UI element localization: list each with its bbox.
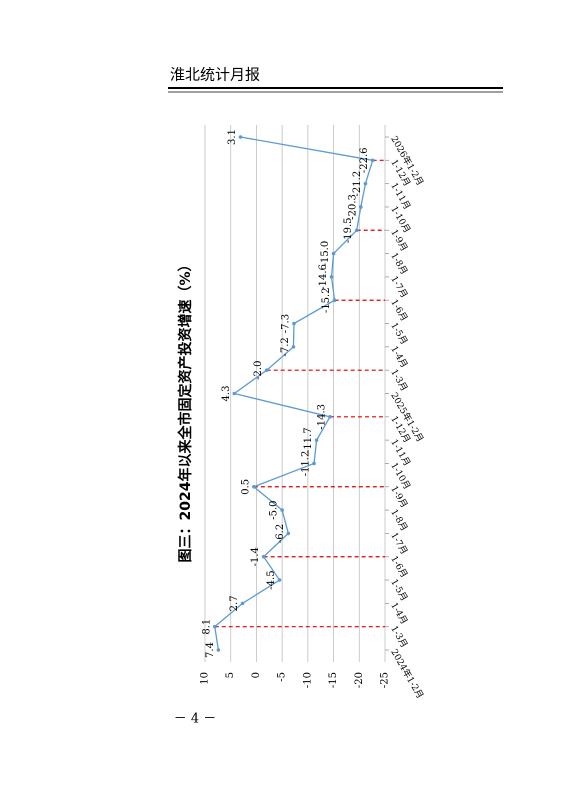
data-point <box>359 205 363 209</box>
y-tick-label: 0 <box>251 672 262 678</box>
data-label: -1.4 <box>250 547 261 566</box>
data-label: -2.0 <box>253 361 264 380</box>
chart: 10 5 0 -5 -10 -15 -20 -252024年1-2月1-3月1-4月1-5月1… <box>200 125 426 701</box>
data-point <box>332 298 337 303</box>
data-label: 8.1 <box>201 619 212 635</box>
data-label: -14.3 <box>316 404 327 430</box>
y-tick-label: 10 <box>200 672 211 685</box>
data-label: 4.3 <box>221 386 232 402</box>
data-label: -19.5 <box>343 217 354 243</box>
data-label: -7.2 <box>280 337 291 356</box>
data-point <box>212 624 217 629</box>
data-point <box>277 578 282 582</box>
y-tick-label: -25 <box>380 672 391 688</box>
data-point <box>264 368 269 372</box>
data-label: -15.0 <box>320 241 331 267</box>
data-label: -15.2 <box>321 287 332 313</box>
y-tick-label: -15 <box>328 672 339 688</box>
data-point <box>232 391 237 396</box>
data-point <box>329 275 334 279</box>
data-point <box>291 345 296 349</box>
data-point <box>312 461 316 466</box>
y-tick-label: -20 <box>354 672 365 688</box>
header-title: 淮北统计月报 <box>170 66 260 84</box>
data-label: -11.7 <box>303 427 314 453</box>
data-point <box>328 415 332 419</box>
data-point <box>238 135 243 139</box>
data-point <box>261 554 266 559</box>
data-label: -4.5 <box>266 570 277 589</box>
data-label: 7.4 <box>205 642 216 658</box>
y-tick-label: -10 <box>302 672 313 688</box>
data-label: 0.5 <box>240 479 251 495</box>
data-label: -11.2 <box>301 451 312 477</box>
data-point <box>370 158 375 163</box>
y-tick-label: -5 <box>277 672 288 682</box>
data-point <box>216 648 221 652</box>
data-label: -21.2 <box>352 171 363 197</box>
data-point <box>363 181 368 186</box>
data-label: -22.6 <box>359 147 370 173</box>
data-label: -14.6 <box>318 264 329 290</box>
chart-title: 图三：2024年以来全市固定资产投资增速（%） <box>177 258 194 563</box>
data-point <box>292 321 296 326</box>
data-point <box>331 251 336 256</box>
data-point <box>240 601 245 606</box>
data-label: -7.3 <box>280 314 291 333</box>
data-point <box>280 508 284 512</box>
data-label: -5.0 <box>269 500 280 519</box>
y-tick-label: 5 <box>225 672 236 678</box>
data-point <box>314 438 319 442</box>
data-label: 2.7 <box>229 595 240 611</box>
data-point <box>252 484 256 489</box>
data-point <box>354 228 359 233</box>
page-number: － 4 － <box>174 712 217 727</box>
data-label: -6.2 <box>275 524 286 543</box>
data-label: 3.1 <box>227 129 238 145</box>
data-label: -20.3 <box>347 194 358 220</box>
data-point <box>286 531 291 536</box>
